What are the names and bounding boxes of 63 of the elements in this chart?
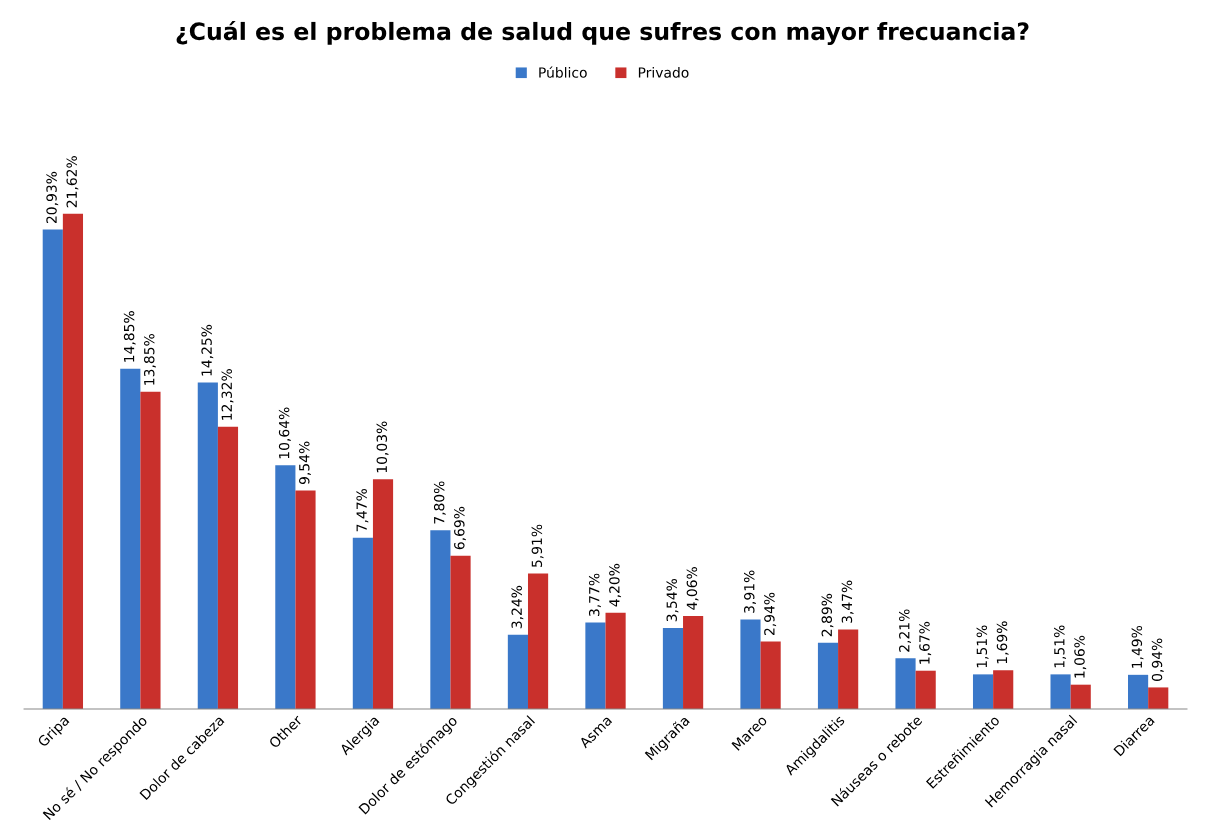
bar [585,622,606,709]
bar [1128,674,1149,709]
legend-label: Público [539,66,587,78]
data-label: 1,67% [919,621,932,664]
data-label: 7,80% [433,481,446,524]
data-label: 3,54% [666,578,679,622]
bar [838,629,859,709]
data-label: 3,91% [744,570,756,613]
data-label: 3,47% [841,580,854,623]
bar [740,619,761,709]
data-label: 9,54% [299,441,311,485]
chart-title: ¿Cuál es el problema de salud que sufres con mayor frecuancia? [176,20,1029,45]
bar [915,670,936,709]
bar [372,479,394,709]
data-label: 2,94% [764,592,777,636]
bar [507,634,528,709]
data-label: 6,69% [454,506,466,550]
data-label: 2,89% [821,593,834,637]
data-label: 1,06% [1074,635,1087,678]
bar [450,555,471,709]
data-label: 14,25% [201,324,214,376]
data-label: 0,94% [1151,638,1164,681]
data-label: 1,51% [1054,625,1067,668]
data-label: 7,47% [356,488,369,532]
bar [197,382,218,709]
bar [120,368,141,709]
bar [275,465,296,709]
bar [605,612,626,709]
bar [430,530,451,709]
bar [1148,687,1169,709]
data-label: 4,06% [686,567,699,610]
data-label: 4,20% [609,563,622,607]
data-label: 1,69% [996,621,1009,664]
bar [295,490,316,709]
data-label: 3,77% [588,573,601,616]
bar [527,573,549,709]
bar [62,213,84,709]
bar [972,674,994,709]
bar [993,670,1014,709]
data-label: 5,91% [531,524,544,567]
bar [140,391,161,709]
data-label: 1,51% [976,625,989,668]
bar [683,615,704,709]
data-label: 3,24% [511,585,524,629]
data-label: 13,85% [143,334,156,385]
bar [1050,674,1071,709]
bar [895,658,916,709]
data-label: 14,85% [123,311,136,362]
data-label: 20,93% [46,171,59,224]
data-label: 2,21% [899,609,911,652]
bar [217,426,239,709]
legend-label: Privado [638,67,689,78]
bar [1070,684,1091,709]
bar [760,641,781,709]
data-label: 1,49% [1131,625,1144,668]
bar [662,627,684,709]
bar [817,642,839,709]
bar [42,229,63,709]
data-label: 12,32% [221,369,234,420]
data-label: 21,62% [66,156,79,208]
data-label: 10,03% [376,421,389,473]
bar [352,537,373,709]
data-label: 10,64% [278,407,291,459]
